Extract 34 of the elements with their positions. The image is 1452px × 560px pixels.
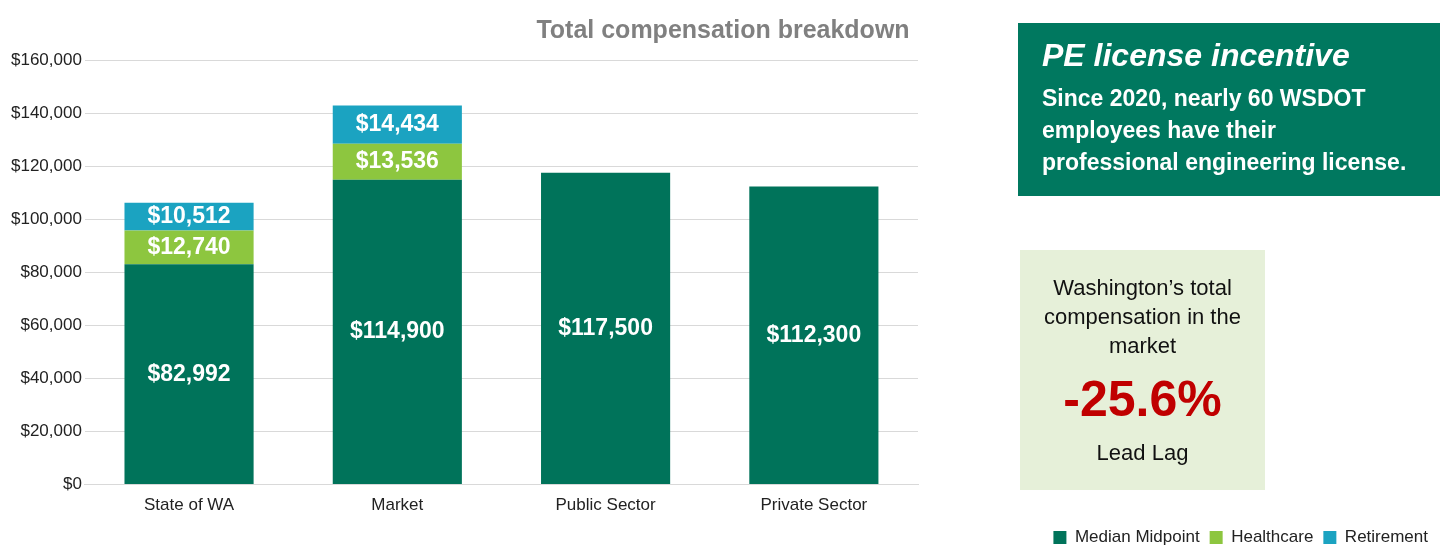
- bar: [124, 264, 254, 485]
- x-tick-label: Market: [371, 495, 424, 515]
- data-label: $13,536: [355, 147, 439, 174]
- text: -25.6%: [1062, 370, 1223, 428]
- legend-label: Healthcare: [1231, 527, 1314, 547]
- data-label: $82,992: [147, 359, 231, 386]
- y-tick-label: $0: [62, 474, 82, 494]
- y-tick-label: $140,000: [11, 102, 82, 122]
- y-tick-label: $120,000: [11, 155, 82, 175]
- bar: [332, 179, 462, 485]
- text: PE license incentive: [1042, 37, 1351, 74]
- x-tick-label: Private Sector: [760, 495, 868, 515]
- bar: [749, 186, 879, 485]
- y-tick-label: $100,000: [11, 208, 82, 228]
- data-label: $12,740: [147, 232, 231, 259]
- data-label: $114,900: [349, 317, 445, 344]
- bar: [541, 172, 671, 485]
- chart-title: Total compensation breakdown: [536, 14, 910, 43]
- y-tick-label: $80,000: [20, 261, 82, 281]
- x-tick-label: State of WA: [144, 495, 235, 515]
- data-label: $14,434: [355, 109, 440, 136]
- data-label: $112,300: [766, 320, 862, 347]
- y-tick-label: $20,000: [20, 421, 82, 441]
- data-label: $10,512: [147, 201, 231, 228]
- y-tick-label: $60,000: [20, 315, 82, 335]
- y-tick-label: $160,000: [11, 49, 82, 69]
- y-tick-label: $40,000: [20, 368, 82, 388]
- legend-label: Retirement: [1344, 527, 1429, 547]
- legend-label: Median Midpoint: [1074, 527, 1200, 547]
- data-label: $117,500: [558, 313, 653, 340]
- text: Since 2020, nearly 60 WSDOT employees have their professional engineering license.: [1042, 84, 1408, 177]
- text: Washington’s total compensation in the market: [1043, 274, 1242, 360]
- text: Lead Lag: [1095, 439, 1190, 467]
- x-tick-label: Public Sector: [555, 495, 656, 515]
